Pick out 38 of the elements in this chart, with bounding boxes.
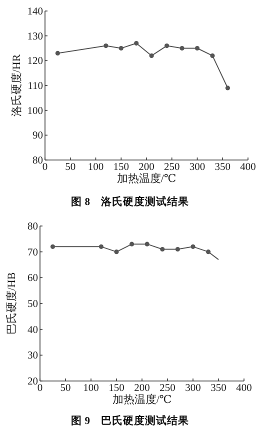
x-tick-label: 300	[185, 383, 201, 394]
y-tick-label: 70	[28, 247, 38, 258]
x-tick-label: 150	[108, 383, 124, 394]
y-tick-label: 60	[28, 273, 38, 284]
x-axis-title: 加热温度/℃	[116, 172, 176, 185]
x-tick-label: 350	[214, 162, 230, 173]
y-tick-label: 130	[27, 31, 43, 42]
y-tick-label: 80	[28, 222, 38, 232]
x-tick-label: 300	[189, 162, 206, 173]
y-tick-label: 50	[28, 299, 38, 310]
y-tick-label: 140	[27, 6, 43, 18]
x-axis-title: 加热温度/℃	[112, 393, 172, 406]
x-tick-label: 200	[134, 383, 150, 394]
y-axis-title: 巴氏硬度/HB	[5, 272, 18, 335]
x-tick-label: 200	[138, 162, 154, 173]
x-tick-label: 0	[37, 383, 43, 394]
text: 图 9 巴氏硬度测试结果	[71, 414, 190, 427]
text: 图 8 洛氏硬度测试结果	[71, 195, 190, 208]
x-tick-label: 350	[210, 383, 226, 394]
x-tick-label: 100	[88, 162, 104, 173]
x-tick-label: 400	[240, 162, 256, 173]
x-tick-label: 100	[83, 383, 99, 394]
x-tick-label: 250	[164, 162, 180, 173]
y-tick-label: 30	[28, 350, 38, 362]
y-tick-label: 40	[28, 324, 38, 336]
y-tick-label: 20	[28, 376, 38, 388]
y-axis-title: 洛氏硬度/HR	[10, 54, 23, 117]
x-tick-label: 400	[236, 383, 252, 394]
x-tick-label: 50	[60, 383, 71, 394]
x-tick-label: 50	[65, 162, 76, 173]
x-tick-label: 0	[42, 162, 48, 173]
y-tick-label: 100	[27, 106, 43, 117]
x-tick-label: 250	[160, 383, 176, 394]
y-tick-label: 120	[27, 56, 43, 68]
y-tick-label: 90	[32, 130, 43, 142]
x-tick-label: 150	[113, 162, 129, 173]
y-tick-label: 110	[28, 81, 43, 92]
y-tick-label: 80	[32, 156, 43, 166]
